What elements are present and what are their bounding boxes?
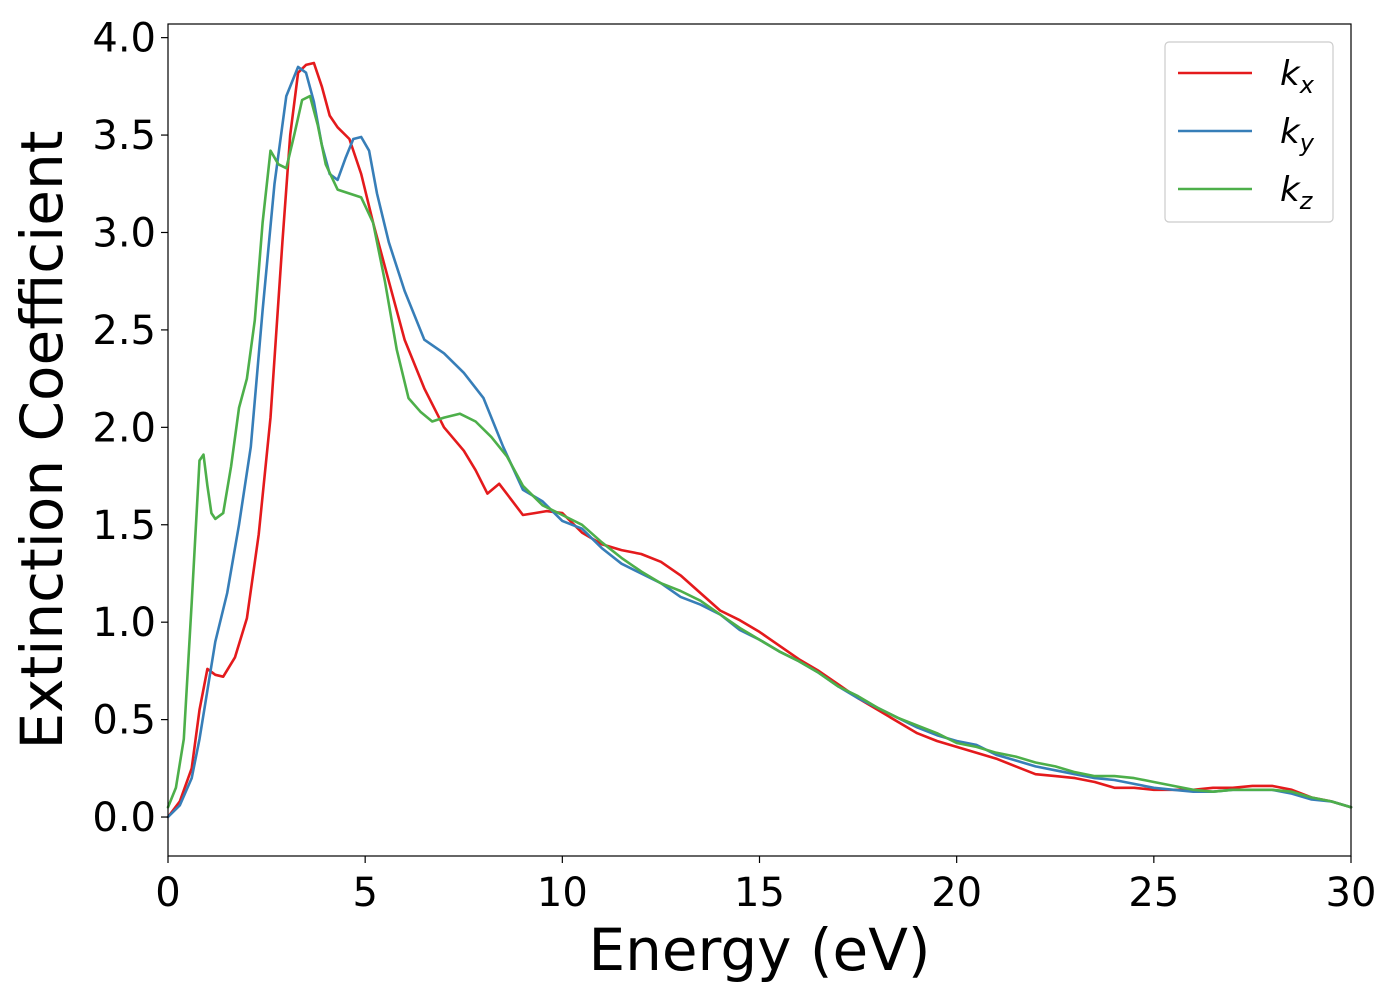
y-tick-label: 0.0	[92, 795, 156, 841]
x-tick-label: 30	[1326, 870, 1377, 916]
y-tick-label: 0.5	[92, 698, 156, 744]
y-axis: 0.0 0.5 1.0 1.5 2.0 2.5 3.0 3.5 4.0	[92, 16, 168, 841]
series-line-kz	[166, 94, 1353, 809]
x-tick-label: 15	[734, 870, 785, 916]
y-tick-label: 2.5	[92, 308, 156, 354]
x-tick-label: 5	[352, 870, 377, 916]
x-tick-label: 0	[155, 870, 180, 916]
series-line-kx	[166, 61, 1353, 819]
y-tick-label: 3.5	[92, 113, 156, 159]
y-axis-title: Extinction Coefficient	[8, 131, 76, 750]
y-tick-label: 3.0	[92, 210, 156, 256]
y-tick-label: 2.0	[92, 405, 156, 451]
series-line-ky	[166, 65, 1353, 819]
y-tick-label: 4.0	[92, 16, 156, 62]
series-layer	[166, 61, 1353, 819]
x-tick-label: 25	[1128, 870, 1179, 916]
y-tick-label: 1.5	[92, 503, 156, 549]
x-tick-label: 10	[537, 870, 588, 916]
x-axis: 0 5 10 15 20 25 30	[155, 856, 1376, 916]
x-tick-label: 20	[931, 870, 982, 916]
x-axis-title: Energy (eV)	[588, 916, 930, 984]
legend-label-kx: kx	[1280, 54, 1315, 99]
y-tick-label: 1.0	[92, 600, 156, 646]
